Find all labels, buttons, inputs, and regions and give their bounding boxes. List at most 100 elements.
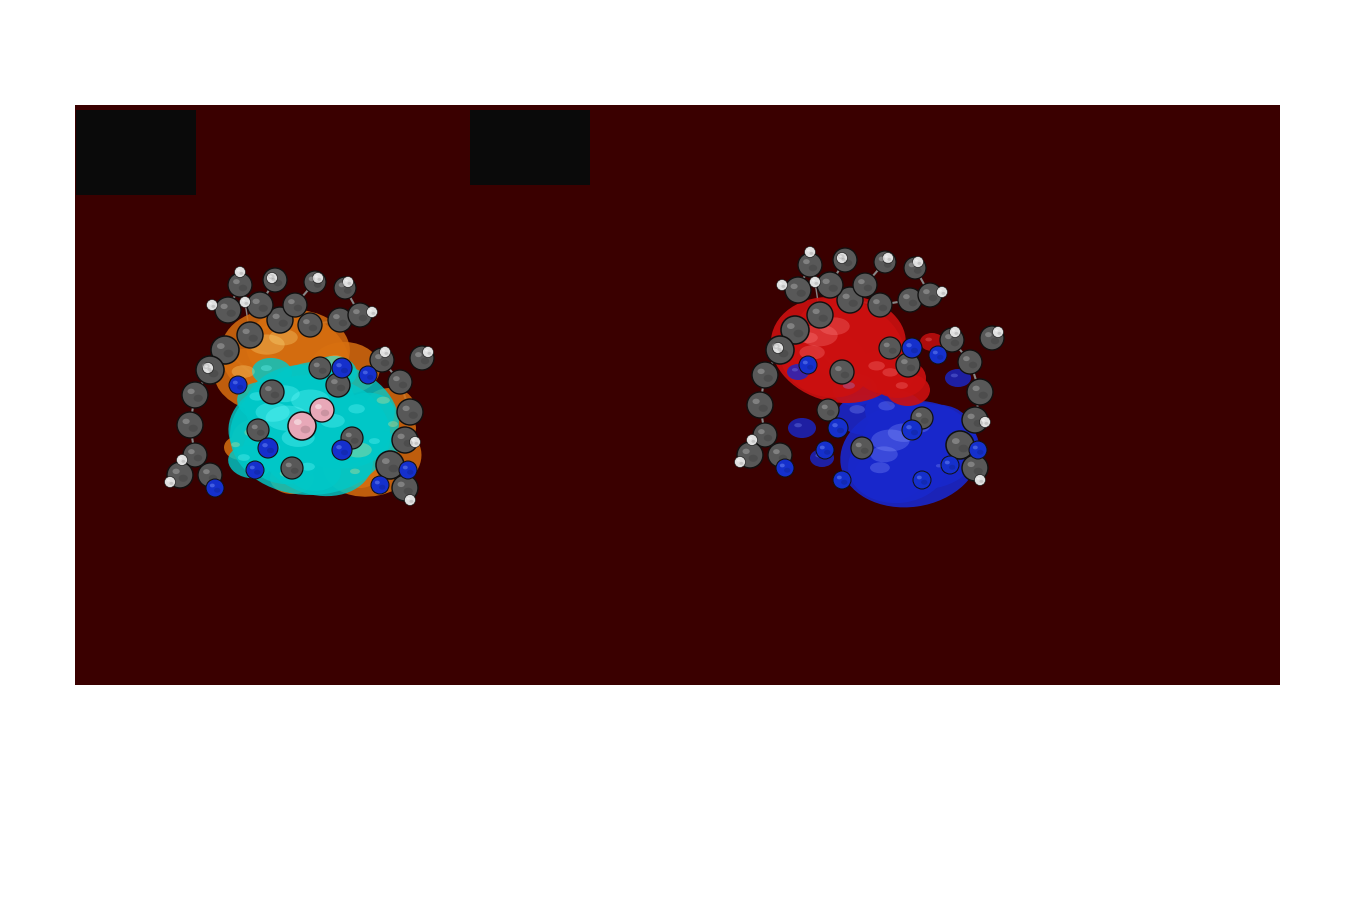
Circle shape (387, 370, 412, 394)
Ellipse shape (414, 442, 418, 445)
Ellipse shape (752, 399, 760, 404)
Ellipse shape (929, 294, 937, 302)
Circle shape (392, 475, 418, 501)
Circle shape (359, 366, 377, 384)
Ellipse shape (829, 284, 838, 292)
Ellipse shape (354, 309, 359, 314)
Ellipse shape (774, 449, 780, 454)
Ellipse shape (230, 375, 390, 495)
Ellipse shape (193, 395, 202, 401)
Ellipse shape (888, 404, 972, 465)
Ellipse shape (173, 469, 180, 474)
Ellipse shape (336, 446, 342, 449)
Circle shape (833, 471, 851, 489)
Circle shape (165, 476, 176, 488)
Ellipse shape (796, 290, 806, 297)
Ellipse shape (167, 480, 170, 482)
Ellipse shape (740, 462, 744, 465)
Ellipse shape (871, 429, 910, 452)
Ellipse shape (864, 284, 872, 292)
Ellipse shape (238, 382, 293, 422)
Circle shape (405, 494, 416, 506)
Ellipse shape (764, 374, 772, 382)
Circle shape (312, 273, 324, 284)
Circle shape (817, 272, 842, 298)
Ellipse shape (333, 314, 340, 319)
Circle shape (246, 461, 265, 479)
Ellipse shape (840, 402, 980, 508)
Ellipse shape (228, 446, 271, 478)
Ellipse shape (841, 480, 848, 485)
Ellipse shape (382, 458, 390, 464)
Ellipse shape (243, 328, 250, 334)
Ellipse shape (271, 278, 275, 281)
Ellipse shape (227, 310, 236, 317)
Circle shape (837, 287, 863, 313)
Circle shape (967, 379, 994, 405)
Ellipse shape (810, 252, 813, 255)
Ellipse shape (973, 419, 983, 427)
Circle shape (196, 356, 224, 384)
Ellipse shape (315, 275, 317, 277)
Circle shape (898, 288, 922, 312)
Ellipse shape (909, 263, 915, 267)
Ellipse shape (936, 464, 942, 467)
Circle shape (167, 462, 193, 488)
Ellipse shape (339, 283, 344, 287)
Ellipse shape (945, 369, 971, 387)
Ellipse shape (271, 392, 279, 399)
Ellipse shape (288, 299, 294, 304)
Ellipse shape (181, 460, 185, 463)
Ellipse shape (208, 368, 212, 371)
Ellipse shape (803, 259, 810, 265)
Circle shape (410, 346, 433, 370)
Ellipse shape (783, 319, 853, 372)
Ellipse shape (861, 447, 868, 454)
Circle shape (332, 440, 352, 460)
Ellipse shape (873, 299, 880, 304)
Ellipse shape (209, 474, 217, 482)
Circle shape (284, 293, 306, 317)
Ellipse shape (810, 449, 834, 467)
Ellipse shape (323, 364, 335, 371)
Ellipse shape (896, 382, 909, 389)
Ellipse shape (801, 325, 837, 346)
Ellipse shape (968, 462, 975, 467)
Ellipse shape (749, 437, 752, 439)
Circle shape (815, 441, 834, 459)
Ellipse shape (824, 450, 830, 454)
Ellipse shape (871, 446, 898, 463)
Ellipse shape (743, 448, 749, 454)
Ellipse shape (248, 335, 258, 342)
Ellipse shape (261, 362, 400, 468)
Ellipse shape (379, 414, 416, 442)
Ellipse shape (814, 282, 818, 285)
Circle shape (833, 248, 857, 272)
Ellipse shape (239, 272, 243, 274)
Ellipse shape (344, 443, 371, 457)
Circle shape (830, 360, 855, 384)
Ellipse shape (803, 361, 807, 365)
Circle shape (379, 346, 390, 357)
Ellipse shape (393, 376, 400, 382)
Ellipse shape (319, 368, 327, 373)
Circle shape (258, 438, 278, 458)
Ellipse shape (224, 349, 234, 357)
Ellipse shape (428, 352, 431, 355)
Ellipse shape (315, 404, 321, 410)
Circle shape (902, 420, 922, 440)
Circle shape (207, 479, 224, 497)
Ellipse shape (986, 332, 992, 338)
Ellipse shape (780, 464, 784, 467)
Ellipse shape (969, 362, 977, 368)
Ellipse shape (772, 343, 780, 349)
Ellipse shape (938, 289, 942, 292)
Ellipse shape (278, 320, 288, 327)
Ellipse shape (832, 423, 838, 428)
Ellipse shape (844, 260, 852, 266)
Ellipse shape (220, 303, 228, 309)
Circle shape (366, 307, 378, 318)
Ellipse shape (921, 480, 927, 485)
Ellipse shape (294, 305, 302, 311)
Ellipse shape (335, 392, 394, 437)
